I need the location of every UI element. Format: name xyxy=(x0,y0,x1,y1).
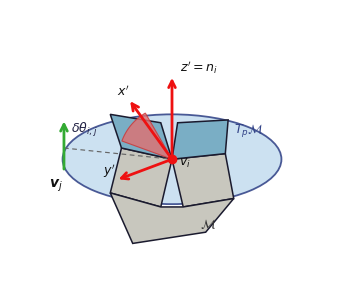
Text: $v_i$: $v_i$ xyxy=(179,157,191,170)
Polygon shape xyxy=(110,114,172,159)
Ellipse shape xyxy=(63,114,281,204)
Text: $\boldsymbol{v}_j$: $\boldsymbol{v}_j$ xyxy=(49,177,62,194)
Text: $x'$: $x'$ xyxy=(117,85,130,99)
Polygon shape xyxy=(110,148,172,207)
Polygon shape xyxy=(172,120,228,159)
Text: $y'$: $y'$ xyxy=(103,162,116,180)
Text: $z' = n_i$: $z' = n_i$ xyxy=(180,60,218,76)
Polygon shape xyxy=(122,113,172,159)
Polygon shape xyxy=(172,154,234,207)
Polygon shape xyxy=(110,193,234,243)
Text: $\mathcal{M}$: $\mathcal{M}$ xyxy=(200,217,216,231)
Text: $\delta\theta_{i,j}$: $\delta\theta_{i,j}$ xyxy=(71,121,98,139)
Text: $T_p\mathcal{M}$: $T_p\mathcal{M}$ xyxy=(234,122,264,139)
